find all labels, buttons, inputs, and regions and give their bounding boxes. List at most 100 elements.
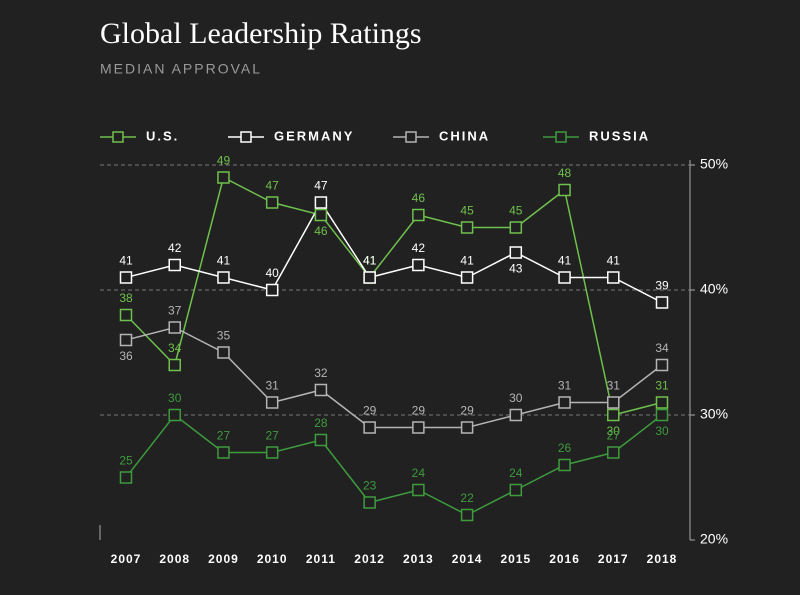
data-point [412,421,425,434]
data-label: 29 [460,404,474,418]
data-label: 49 [217,154,231,168]
data-label: 32 [314,366,328,380]
data-label: 25 [119,454,133,468]
data-label: 34 [168,341,182,355]
data-point [558,396,571,409]
data-point [655,408,669,422]
data-point [217,271,230,284]
x-tick-label: 2009 [208,552,239,566]
data-point [168,321,181,334]
data-point [119,471,133,484]
data-label: 46 [314,224,328,238]
data-label: 28 [314,416,328,430]
data-label: 30 [655,424,669,438]
data-label: 48 [558,166,572,180]
data-label: 41 [607,254,621,268]
series-line [125,413,663,516]
data-label: 41 [460,254,474,268]
x-tick-label: 2017 [598,552,629,566]
data-label: 42 [168,241,182,255]
data-point [363,496,376,509]
data-point [314,383,328,397]
data-label: 41 [119,254,133,268]
data-label: 27 [607,429,621,443]
series-line [125,176,663,416]
data-label: 35 [217,329,231,343]
data-label: 26 [558,441,572,455]
data-point [607,446,620,459]
y-tick-label: 20% [700,531,728,547]
data-point [558,458,571,472]
x-tick-label: 2014 [452,552,483,566]
data-point [217,171,230,184]
data-label: 24 [412,466,426,480]
data-label: 37 [168,304,182,318]
data-label: 41 [558,254,572,268]
data-label: 34 [655,341,669,355]
data-point [265,446,279,459]
data-label: 39 [655,279,669,293]
data-point [558,183,571,197]
data-point [119,271,133,284]
data-point [460,508,474,522]
data-point [314,196,328,209]
data-point [509,246,523,259]
data-label: 41 [363,254,377,268]
data-label: 41 [217,254,231,268]
legend-label: U.S. [146,128,179,143]
series-line [125,201,663,304]
data-point [217,446,230,459]
data-label: 31 [655,379,669,393]
y-tick-label: 30% [700,406,728,422]
data-label: 42 [412,241,426,255]
data-point [460,421,474,434]
legend-marker [405,131,417,143]
data-point [265,196,279,209]
x-tick-label: 2013 [403,552,434,566]
data-point [119,333,133,347]
data-label: 30 [607,424,621,438]
data-label: 45 [509,204,523,218]
data-point [265,396,279,409]
data-point [314,208,328,222]
data-label: 29 [363,404,377,418]
chart-subtitle: MEDIAN APPROVAL [100,61,262,77]
legend-marker [555,131,567,143]
data-label: 36 [119,349,133,363]
data-point [217,346,230,359]
data-point [412,208,425,222]
data-label: 31 [558,379,572,393]
data-label: 41 [363,254,377,268]
legend-label: RUSSIA [589,128,650,143]
data-label: 29 [412,404,426,418]
x-tick-label: 2008 [159,552,190,566]
data-point [168,358,181,372]
data-label: 43 [509,262,523,276]
data-label: 47 [266,179,280,193]
data-point [509,408,523,422]
data-label: 40 [266,266,280,280]
data-point [607,396,620,409]
data-point [314,433,328,447]
legend-label: CHINA [439,128,490,143]
x-tick-label: 2016 [549,552,580,566]
series-line [125,326,663,429]
x-tick-label: 2012 [354,552,385,566]
data-point [168,408,181,422]
legend-marker [112,131,124,143]
data-point [460,271,474,284]
x-tick-label: 2018 [647,552,678,566]
data-label: 31 [607,379,621,393]
data-label: 30 [509,391,523,405]
data-point [363,271,376,284]
data-point [655,296,669,309]
data-label: 38 [119,291,133,305]
data-label: 31 [266,379,280,393]
data-label: 30 [168,391,182,405]
data-point [460,221,474,234]
data-label: 45 [460,204,474,218]
data-point [607,408,620,422]
x-tick-label: 2010 [257,552,288,566]
data-point [168,258,181,272]
